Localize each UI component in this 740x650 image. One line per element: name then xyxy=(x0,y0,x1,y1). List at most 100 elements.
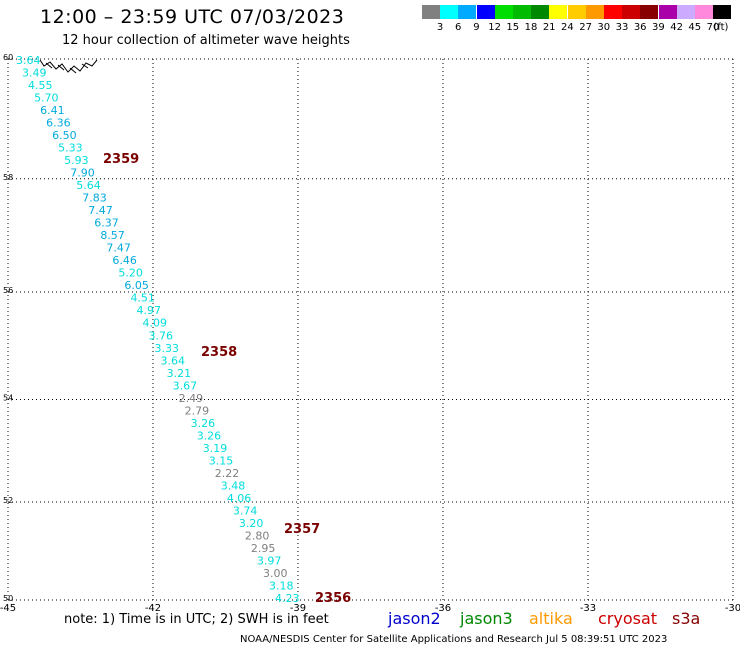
swh-value: 3.76 xyxy=(149,329,174,342)
legend-swatch xyxy=(494,5,513,19)
swh-value: 5.70 xyxy=(34,92,59,105)
swh-value: 6.05 xyxy=(124,279,149,292)
swh-value: 7.47 xyxy=(88,204,113,217)
lon-tick-label: -30 xyxy=(725,603,740,614)
map-subtitle: 12 hour collection of altimeter wave hei… xyxy=(62,33,350,48)
map-title: 12:00 – 23:59 UTC 07/03/2023 xyxy=(40,6,345,28)
swh-value: 3.64 xyxy=(161,354,186,367)
credit-line: NOAA/NESDIS Center for Satellite Applica… xyxy=(240,634,668,645)
lat-tick-label: 60 xyxy=(3,53,13,62)
swh-value: 7.90 xyxy=(70,167,95,180)
legend-label: 9 xyxy=(473,22,480,33)
legend-label: 45 xyxy=(688,22,702,33)
legend-label: 15 xyxy=(506,22,520,33)
swh-value: 6.50 xyxy=(52,129,77,142)
lon-tick-label: -36 xyxy=(435,603,451,614)
lat-tick-label: 58 xyxy=(3,173,13,182)
swh-value: 5.93 xyxy=(64,154,89,167)
track-time-label: 2357 xyxy=(284,522,320,537)
satellite-name: cryosat xyxy=(598,609,658,628)
legend-label: 3 xyxy=(436,22,444,33)
track-time-label: 2358 xyxy=(201,345,237,360)
satellite-name: s3a xyxy=(672,609,701,628)
legend-swatch xyxy=(476,5,495,19)
time-labels-layer: 2359 2358 2357 2356 xyxy=(103,152,351,606)
lon-tick-label: -39 xyxy=(290,603,306,614)
swh-value: 3.64 xyxy=(16,54,41,67)
track-time-label: 2356 xyxy=(315,591,351,606)
legend-swatch xyxy=(695,5,713,19)
swh-value: 3.74 xyxy=(233,504,258,517)
axis-ticks: -45 -42 -39 -36 -33 -30 60 58 56 54 52 50 xyxy=(0,53,740,614)
swh-value: 6.46 xyxy=(112,254,137,267)
legend-label: 18 xyxy=(524,22,538,33)
legend-unit: (ft) xyxy=(713,22,729,33)
legend-swatch xyxy=(658,5,677,19)
legend-swatch xyxy=(640,5,659,19)
swh-value: 3.67 xyxy=(173,379,198,392)
swh-value: 3.15 xyxy=(209,454,234,467)
lon-tick-label: -42 xyxy=(145,603,161,614)
legend-swatch xyxy=(513,5,531,19)
swh-value: 5.20 xyxy=(118,267,143,280)
swh-value: 4.55 xyxy=(28,79,52,92)
legend-swatch xyxy=(531,5,550,19)
satellite-name: jason3 xyxy=(460,609,513,628)
legend-swatch xyxy=(458,5,477,19)
observations-layer: 3.643.494.555.706.416.366.505.335.937.90… xyxy=(16,54,300,605)
swh-value: 6.36 xyxy=(46,117,71,130)
lat-tick-label: 54 xyxy=(3,394,13,403)
swh-value: 3.33 xyxy=(155,342,180,355)
legend-swatch xyxy=(713,5,732,19)
lat-tick-label: 56 xyxy=(3,286,13,295)
swh-value: 3.26 xyxy=(197,429,222,442)
legend-label: 27 xyxy=(579,22,592,33)
footnote: note: 1) Time is in UTC; 2) SWH is in fe… xyxy=(64,612,329,627)
legend-label: 30 xyxy=(597,22,611,33)
swh-value: 8.57 xyxy=(100,229,125,242)
legend-label: 6 xyxy=(455,22,462,33)
swh-value: 7.47 xyxy=(106,242,131,255)
swh-value: 6.41 xyxy=(40,104,64,117)
legend-swatch xyxy=(622,5,641,19)
swh-value: 2.22 xyxy=(215,467,240,480)
satellite-name: jason2 xyxy=(388,609,441,628)
legend-swatch xyxy=(440,5,459,19)
swh-value: 4.51 xyxy=(130,292,155,305)
swh-value: 3.97 xyxy=(257,554,282,567)
legend-swatch xyxy=(422,5,440,19)
swh-value: 3.00 xyxy=(263,567,288,580)
swh-value: 5.64 xyxy=(76,179,101,192)
swh-value: 2.49 xyxy=(179,392,204,405)
legend-label: 12 xyxy=(488,22,501,33)
swh-value: 2.95 xyxy=(251,542,276,555)
swh-value: 4.23 xyxy=(275,592,300,605)
legend-swatch xyxy=(604,5,622,19)
legend-label: 70 xyxy=(706,22,720,33)
swh-value: 3.18 xyxy=(269,579,294,592)
swh-value: 4.97 xyxy=(136,304,161,317)
lon-tick-label: -33 xyxy=(580,603,596,614)
legend-label: 24 xyxy=(561,22,574,33)
swh-value: 3.19 xyxy=(203,442,228,455)
swh-value: 5.33 xyxy=(58,142,83,155)
swh-value: 7.83 xyxy=(82,192,107,205)
swh-value: 4.06 xyxy=(227,492,252,505)
satellite-name: altika xyxy=(529,609,573,628)
legend-swatch xyxy=(549,5,568,19)
legend-swatch xyxy=(567,5,586,19)
swh-value: 3.26 xyxy=(191,417,216,430)
lat-tick-label: 50 xyxy=(3,594,13,603)
swh-value: 3.21 xyxy=(167,367,192,380)
swh-value: 3.49 xyxy=(22,67,46,80)
swh-value: 6.37 xyxy=(94,217,119,230)
lat-tick-label: 52 xyxy=(3,496,13,505)
lon-tick-label: -45 xyxy=(0,603,16,614)
legend-label: 39 xyxy=(652,22,665,33)
swh-value: 3.20 xyxy=(239,517,264,530)
legend-label: 21 xyxy=(542,22,556,33)
map-grid xyxy=(7,58,734,601)
legend-swatch xyxy=(585,5,604,19)
swh-value: 2.79 xyxy=(185,404,210,417)
